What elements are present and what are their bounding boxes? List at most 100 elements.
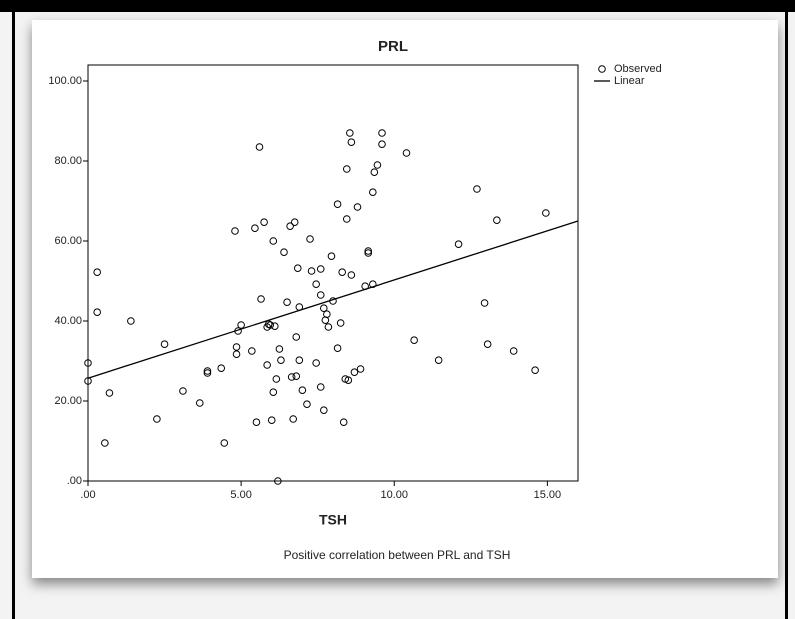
chart-title: PRL: [378, 38, 408, 55]
point: [269, 388, 278, 397]
point: [312, 280, 320, 289]
point: [232, 343, 241, 351]
point: [324, 323, 333, 331]
point: [283, 298, 291, 307]
point: [303, 400, 311, 409]
point: [257, 295, 265, 303]
point: [292, 333, 301, 341]
point: [93, 308, 101, 317]
point: [160, 340, 169, 349]
point: [252, 418, 261, 427]
point: [101, 439, 109, 447]
point: [251, 224, 259, 232]
point: [280, 248, 288, 256]
point: [307, 267, 316, 275]
point: [333, 344, 342, 353]
point: [266, 321, 275, 329]
point: [306, 235, 314, 243]
point: [217, 364, 226, 373]
point: [327, 252, 336, 261]
point: [344, 376, 353, 385]
plot-frame: [87, 64, 579, 482]
point: [347, 271, 356, 279]
point: [350, 368, 359, 377]
x-tick-label: 15.00: [534, 489, 562, 501]
y-tick-label: 80.00: [54, 155, 82, 167]
point: [333, 200, 342, 208]
top-border: [0, 0, 795, 12]
point: [248, 347, 256, 355]
point: [289, 415, 297, 423]
point: [274, 477, 282, 485]
point: [434, 356, 443, 365]
y-tick-label: 100.00: [48, 75, 82, 87]
point: [272, 375, 281, 383]
point: [373, 161, 382, 169]
point: [105, 389, 114, 397]
point: [336, 319, 345, 327]
point: [316, 383, 325, 391]
point: [356, 365, 365, 373]
point: [473, 185, 481, 193]
point: [316, 291, 325, 299]
point: [402, 149, 411, 157]
legend-marker: [598, 65, 606, 73]
point: [84, 359, 92, 367]
point: [410, 336, 418, 345]
point: [263, 361, 271, 369]
point: [293, 264, 302, 273]
x-tick-label: .00: [80, 489, 95, 501]
point: [237, 321, 245, 329]
point: [231, 227, 239, 235]
point: [378, 140, 386, 148]
right-border: [785, 12, 788, 619]
point: [260, 218, 268, 226]
point: [509, 347, 518, 355]
point: [364, 247, 373, 255]
point: [203, 369, 212, 377]
y-tick-label: .00: [67, 475, 82, 487]
point: [480, 299, 489, 307]
point: [342, 215, 351, 223]
point: [454, 240, 463, 248]
card: [32, 20, 778, 578]
legend-label: Observed: [614, 63, 662, 75]
point: [179, 387, 187, 395]
x-axis-label: TSH: [319, 512, 347, 528]
point: [483, 340, 492, 349]
left-border: [12, 12, 15, 619]
point: [323, 310, 331, 319]
y-tick-label: 40.00: [54, 315, 82, 327]
legend-label: Linear: [614, 75, 645, 87]
point: [316, 265, 325, 273]
point: [195, 399, 204, 407]
point: [277, 356, 285, 365]
point: [287, 373, 296, 381]
point: [312, 359, 320, 367]
x-tick-label: 10.00: [380, 489, 408, 501]
point: [271, 322, 279, 331]
point: [267, 416, 276, 425]
point: [286, 222, 294, 230]
point: [378, 129, 386, 137]
point: [342, 165, 351, 173]
point: [255, 143, 264, 151]
point: [370, 168, 379, 176]
point: [232, 350, 241, 359]
point: [320, 406, 328, 415]
point: [292, 372, 301, 381]
point: [542, 209, 550, 217]
point: [203, 367, 212, 375]
point: [290, 218, 299, 226]
point: [339, 418, 348, 427]
x-tick-label: 5.00: [230, 489, 251, 501]
point: [353, 203, 362, 211]
point: [338, 268, 346, 277]
point: [346, 129, 354, 137]
point: [531, 366, 539, 375]
point: [295, 356, 304, 365]
point: [93, 268, 101, 277]
fit-line: [87, 220, 579, 379]
